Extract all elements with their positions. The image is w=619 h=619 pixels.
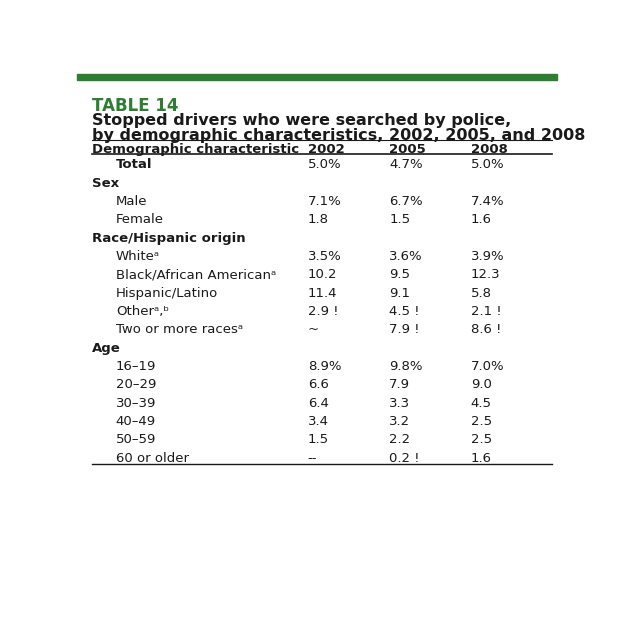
Text: 5.0%: 5.0% <box>471 158 504 171</box>
Text: 2.9 !: 2.9 ! <box>308 305 338 318</box>
Text: Stopped drivers who were searched by police,: Stopped drivers who were searched by pol… <box>92 113 511 128</box>
Text: 9.0: 9.0 <box>471 378 491 391</box>
Text: 2.5: 2.5 <box>471 415 492 428</box>
Text: 12.3: 12.3 <box>471 268 500 281</box>
Text: Whiteᵃ: Whiteᵃ <box>116 250 160 263</box>
Text: 50–59: 50–59 <box>116 433 156 446</box>
Text: 7.1%: 7.1% <box>308 195 342 208</box>
Text: 40–49: 40–49 <box>116 415 156 428</box>
Text: 20–29: 20–29 <box>116 378 156 391</box>
Text: 2.1 !: 2.1 ! <box>471 305 501 318</box>
Bar <box>77 74 557 80</box>
Text: 3.4: 3.4 <box>308 415 329 428</box>
Text: 0.2 !: 0.2 ! <box>389 452 420 465</box>
Text: 1.6: 1.6 <box>471 452 491 465</box>
Text: 10.2: 10.2 <box>308 268 337 281</box>
Text: 7.0%: 7.0% <box>471 360 504 373</box>
Text: Black/African Americanᵃ: Black/African Americanᵃ <box>116 268 276 281</box>
Text: 6.7%: 6.7% <box>389 195 423 208</box>
Text: 7.9: 7.9 <box>389 378 410 391</box>
Text: 4.5: 4.5 <box>471 397 491 410</box>
Text: --: -- <box>308 452 317 465</box>
Text: Sex: Sex <box>92 176 119 189</box>
Text: 6.6: 6.6 <box>308 378 329 391</box>
Text: Otherᵃ,ᵇ: Otherᵃ,ᵇ <box>116 305 169 318</box>
Text: 3.3: 3.3 <box>389 397 410 410</box>
Text: 2008: 2008 <box>471 144 508 157</box>
Text: Total: Total <box>116 158 152 171</box>
Text: 6.4: 6.4 <box>308 397 329 410</box>
Text: Two or more racesᵃ: Two or more racesᵃ <box>116 323 243 336</box>
Text: 1.6: 1.6 <box>471 213 491 226</box>
Text: 3.2: 3.2 <box>389 415 410 428</box>
Text: 1.5: 1.5 <box>308 433 329 446</box>
Text: 7.9 !: 7.9 ! <box>389 323 420 336</box>
Text: 3.5%: 3.5% <box>308 250 342 263</box>
Text: 3.9%: 3.9% <box>471 250 504 263</box>
Text: 2002: 2002 <box>308 144 344 157</box>
Text: ~: ~ <box>308 323 319 336</box>
Text: 3.6%: 3.6% <box>389 250 423 263</box>
Text: Age: Age <box>92 342 121 355</box>
Text: by demographic characteristics, 2002, 2005, and 2008: by demographic characteristics, 2002, 20… <box>92 128 585 143</box>
Text: 16–19: 16–19 <box>116 360 156 373</box>
Text: Demographic characteristic: Demographic characteristic <box>92 144 299 157</box>
Text: 8.9%: 8.9% <box>308 360 341 373</box>
Text: 60 or older: 60 or older <box>116 452 189 465</box>
Text: 1.5: 1.5 <box>389 213 410 226</box>
Text: 8.6 !: 8.6 ! <box>471 323 501 336</box>
Text: 7.4%: 7.4% <box>471 195 504 208</box>
Text: 1.8: 1.8 <box>308 213 329 226</box>
Text: 30–39: 30–39 <box>116 397 156 410</box>
Text: Male: Male <box>116 195 147 208</box>
Text: Hispanic/Latino: Hispanic/Latino <box>116 287 218 300</box>
Text: Race/Hispanic origin: Race/Hispanic origin <box>92 232 245 245</box>
Text: 4.5 !: 4.5 ! <box>389 305 420 318</box>
Text: 2.2: 2.2 <box>389 433 410 446</box>
Text: TABLE 14: TABLE 14 <box>92 97 178 115</box>
Text: 2005: 2005 <box>389 144 426 157</box>
Text: 5.8: 5.8 <box>471 287 491 300</box>
Text: 5.0%: 5.0% <box>308 158 341 171</box>
Text: 2.5: 2.5 <box>471 433 492 446</box>
Text: 9.1: 9.1 <box>389 287 410 300</box>
Text: 11.4: 11.4 <box>308 287 337 300</box>
Text: 9.5: 9.5 <box>389 268 410 281</box>
Text: 4.7%: 4.7% <box>389 158 423 171</box>
Text: 9.8%: 9.8% <box>389 360 423 373</box>
Text: Female: Female <box>116 213 164 226</box>
